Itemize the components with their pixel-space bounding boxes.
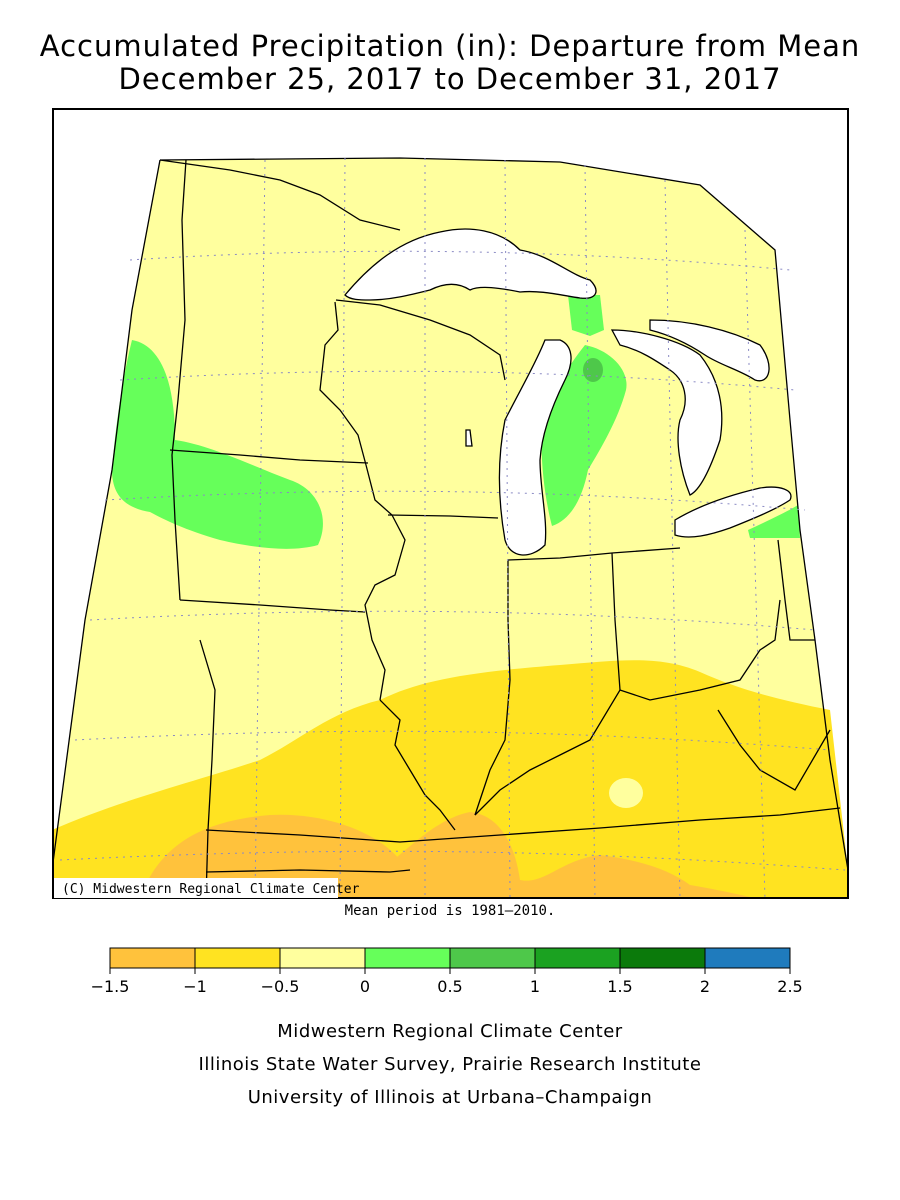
lake-winnebago (465, 429, 473, 447)
legend-swatch (449, 947, 536, 969)
legend-tick-label: −1.5 (91, 977, 130, 996)
legend-tick-label: 1.5 (607, 977, 632, 996)
legend-tick-label: −1 (183, 977, 207, 996)
border-ky-tn (205, 807, 841, 843)
graticule (59, 157, 846, 899)
credit-line2: Illinois State Water Survey, Prairie Res… (198, 1054, 702, 1075)
lake-superior (344, 228, 597, 301)
border-mo-ks (199, 639, 216, 899)
region-wet-05-mi-upper (568, 295, 604, 336)
copyright-box (54, 878, 338, 898)
border-wi-mi (335, 299, 506, 381)
lake-erie (674, 486, 792, 538)
legend-swatch (619, 947, 706, 969)
legend-tick-label: 0 (360, 977, 370, 996)
border-in-oh (611, 552, 621, 691)
domain-outline (159, 157, 849, 871)
map-title-line1: Accumulated Precipitation (in): Departur… (39, 29, 861, 63)
border-mn-canada (159, 159, 401, 231)
domain-outline-west (52, 159, 161, 871)
graticule-line (59, 850, 846, 871)
border-mo-il (379, 699, 456, 831)
border-in-mi (507, 547, 681, 561)
border-ia-il (364, 464, 406, 701)
legend-swatch (704, 947, 791, 969)
region-dry-0-ky (609, 778, 643, 808)
graticule-line (89, 610, 816, 631)
credit-line3: University of Illinois at Urbana–Champai… (247, 1087, 653, 1108)
legend-tick-label: 2 (700, 977, 710, 996)
legend-swatch (364, 947, 451, 969)
border-mo-ar (205, 869, 411, 873)
map-title-line2: December 25, 2017 to December 31, 2017 (118, 62, 782, 96)
copyright-text: (C) Midwestern Regional Climate Center (62, 882, 360, 897)
border-il-in (474, 560, 511, 816)
legend-tick-label: −0.5 (261, 977, 300, 996)
color-legend: −1.5 −1 −0.5 0 0.5 1 1.5 2 2.5 (91, 947, 803, 996)
region-wet-05-mi-lower (541, 345, 627, 526)
graticule-line (104, 490, 806, 511)
region-dry-1-south (370, 812, 760, 899)
legend-tick-label: 2.5 (777, 977, 802, 996)
state-borders (52, 157, 849, 899)
legend-tick-label: 0.5 (437, 977, 462, 996)
graticule-line (664, 179, 681, 899)
mean-period-note: Mean period is 1981–2010. (344, 903, 556, 919)
legend-swatch (279, 947, 366, 969)
legend-swatch (109, 947, 196, 969)
border-mn-wi (319, 301, 367, 466)
border-mn-ia (169, 449, 369, 464)
graticule-line (339, 157, 346, 899)
region-wet-05-ohio (748, 505, 800, 538)
border-oh-pa (777, 539, 815, 641)
legend-swatch (194, 947, 281, 969)
lake-michigan (498, 339, 572, 556)
border-mn-nd (171, 159, 187, 601)
great-lakes (344, 228, 792, 556)
border-ky-wv (717, 709, 831, 791)
region-wet-1-mi (583, 358, 603, 382)
lake-huron (610, 329, 723, 496)
region-wet-05-mn-nd (112, 340, 323, 549)
precipitation-map: (C) Midwestern Regional Climate Center (52, 108, 849, 899)
legend-tick-label: 1 (530, 977, 540, 996)
map-frame (52, 108, 849, 899)
border-ia-mo (179, 599, 366, 613)
credit-line1: Midwestern Regional Climate Center (277, 1021, 623, 1042)
legend-swatch (534, 947, 621, 969)
border-ohio-river (474, 599, 781, 816)
graticule-line (129, 250, 791, 271)
lake-huron-east (649, 319, 770, 382)
border-wi-il (387, 514, 499, 519)
